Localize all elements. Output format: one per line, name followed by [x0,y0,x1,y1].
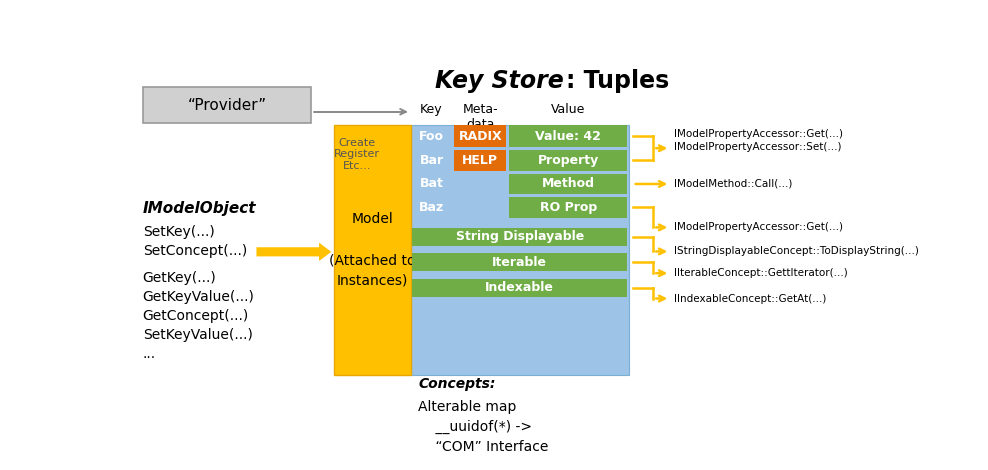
FancyBboxPatch shape [510,197,627,218]
Text: IIterableConcept::GettIterator(...): IIterableConcept::GettIterator(...) [674,268,848,278]
Text: GetKeyValue(...): GetKeyValue(...) [142,290,255,304]
Text: IStringDisplayableConcept::ToDisplayString(...): IStringDisplayableConcept::ToDisplayStri… [674,246,919,257]
Text: IModelMethod::Call(...): IModelMethod::Call(...) [674,179,792,189]
Text: SetConcept(...): SetConcept(...) [142,243,247,258]
FancyBboxPatch shape [142,87,311,123]
Text: Foo: Foo [419,130,445,142]
FancyBboxPatch shape [510,173,627,194]
Text: HELP: HELP [462,154,498,167]
FancyBboxPatch shape [454,150,506,171]
Text: Key Store: Key Store [435,69,564,93]
Text: Create
Register
Etc...: Create Register Etc... [334,138,380,171]
Text: RO Prop: RO Prop [539,201,597,214]
Text: Baz: Baz [419,201,445,214]
Text: Iterable: Iterable [492,256,547,269]
Text: Value: Value [551,103,586,117]
Text: IModelPropertyAccessor::Get(...)
IModelPropertyAccessor::Set(...): IModelPropertyAccessor::Get(...) IModelP… [674,129,843,152]
Text: Concepts:: Concepts: [418,376,496,391]
Text: GetKey(...): GetKey(...) [142,271,216,285]
Text: Method: Method [541,178,595,190]
Text: Meta-
data: Meta- data [462,103,498,132]
Text: IModelPropertyAccessor::Get(...): IModelPropertyAccessor::Get(...) [674,222,843,232]
Text: GetConcept(...): GetConcept(...) [142,309,249,323]
Text: Property: Property [537,154,599,167]
Text: Bat: Bat [420,178,444,190]
Text: SetKey(...): SetKey(...) [142,225,214,239]
Text: Model

(Attached to
Instances): Model (Attached to Instances) [329,212,416,288]
Text: ...: ... [142,347,156,360]
Text: Key: Key [420,103,443,117]
Text: RADIX: RADIX [458,130,502,142]
Text: IModelObject: IModelObject [142,201,256,216]
FancyBboxPatch shape [412,228,627,246]
FancyBboxPatch shape [412,253,627,271]
Text: : Tuples: : Tuples [566,69,669,93]
Text: Value: 42: Value: 42 [535,130,602,142]
FancyBboxPatch shape [412,279,627,297]
FancyBboxPatch shape [510,125,627,147]
Text: “Provider”: “Provider” [188,98,267,113]
Text: Alterable map
    __uuidof(*) ->
    “COM” Interface: Alterable map __uuidof(*) -> “COM” Inter… [418,400,548,454]
Text: SetKeyValue(...): SetKeyValue(...) [142,328,253,342]
FancyBboxPatch shape [334,125,411,375]
Text: Indexable: Indexable [485,281,554,294]
FancyBboxPatch shape [411,125,628,375]
FancyBboxPatch shape [510,150,627,171]
FancyBboxPatch shape [454,125,506,147]
Text: IIndexableConcept::GetAt(...): IIndexableConcept::GetAt(...) [674,293,826,304]
Text: Bar: Bar [420,154,444,167]
Text: String Displayable: String Displayable [455,230,584,243]
